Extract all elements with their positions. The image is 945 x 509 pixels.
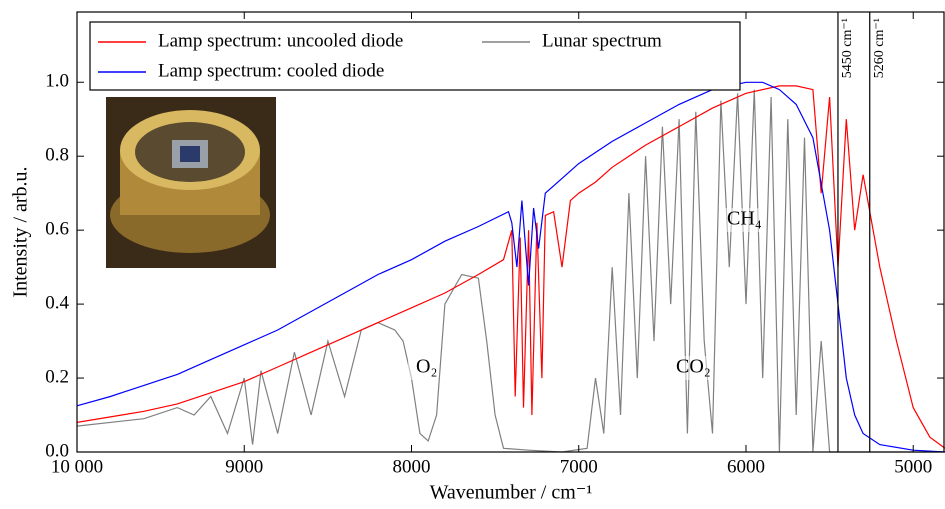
- spectrum-line: [76, 85, 945, 449]
- annotation-box: [408, 356, 436, 380]
- annotation: CO₂: [676, 356, 711, 378]
- legend-box: [89, 21, 741, 91]
- x-tick-label: 8000: [392, 456, 430, 477]
- y-tick-label: 0.6: [45, 219, 69, 240]
- annotation-box: [668, 356, 710, 380]
- x-tick-label: 5000: [894, 456, 932, 477]
- annotation: O₂: [416, 356, 437, 378]
- x-tick-label: 6000: [727, 456, 765, 477]
- x-tick-label: 9000: [225, 456, 263, 477]
- annotation-box: [719, 208, 765, 232]
- y-tick-label: 0.0: [45, 440, 69, 461]
- legend-label: Lunar spectrum: [542, 30, 662, 51]
- plot-frame: [76, 11, 945, 453]
- y-tick-label: 0.4: [45, 292, 69, 313]
- y-tick-label: 0.8: [45, 145, 69, 166]
- legend-label: Lamp spectrum: uncooled diode: [158, 30, 403, 51]
- y-axis-label: Intensity / arb.u.: [10, 166, 32, 297]
- vertical-line-label: 5450 cm⁻¹: [840, 18, 855, 78]
- annotation: CH₄: [727, 208, 762, 230]
- legend-label: Lamp spectrum: cooled diode: [158, 60, 384, 81]
- x-tick-label: 10 000: [51, 456, 103, 477]
- y-tick-label: 1.0: [45, 71, 69, 92]
- x-axis-label: Wavenumber / cm⁻¹: [430, 482, 593, 504]
- inset-photo: [106, 97, 276, 268]
- vertical-line-label: 5260 cm⁻¹: [872, 18, 887, 78]
- spectrum-line: [76, 81, 945, 453]
- x-tick-label: 7000: [560, 456, 598, 477]
- spectrum-line: [76, 89, 945, 453]
- y-tick-label: 0.2: [45, 366, 69, 387]
